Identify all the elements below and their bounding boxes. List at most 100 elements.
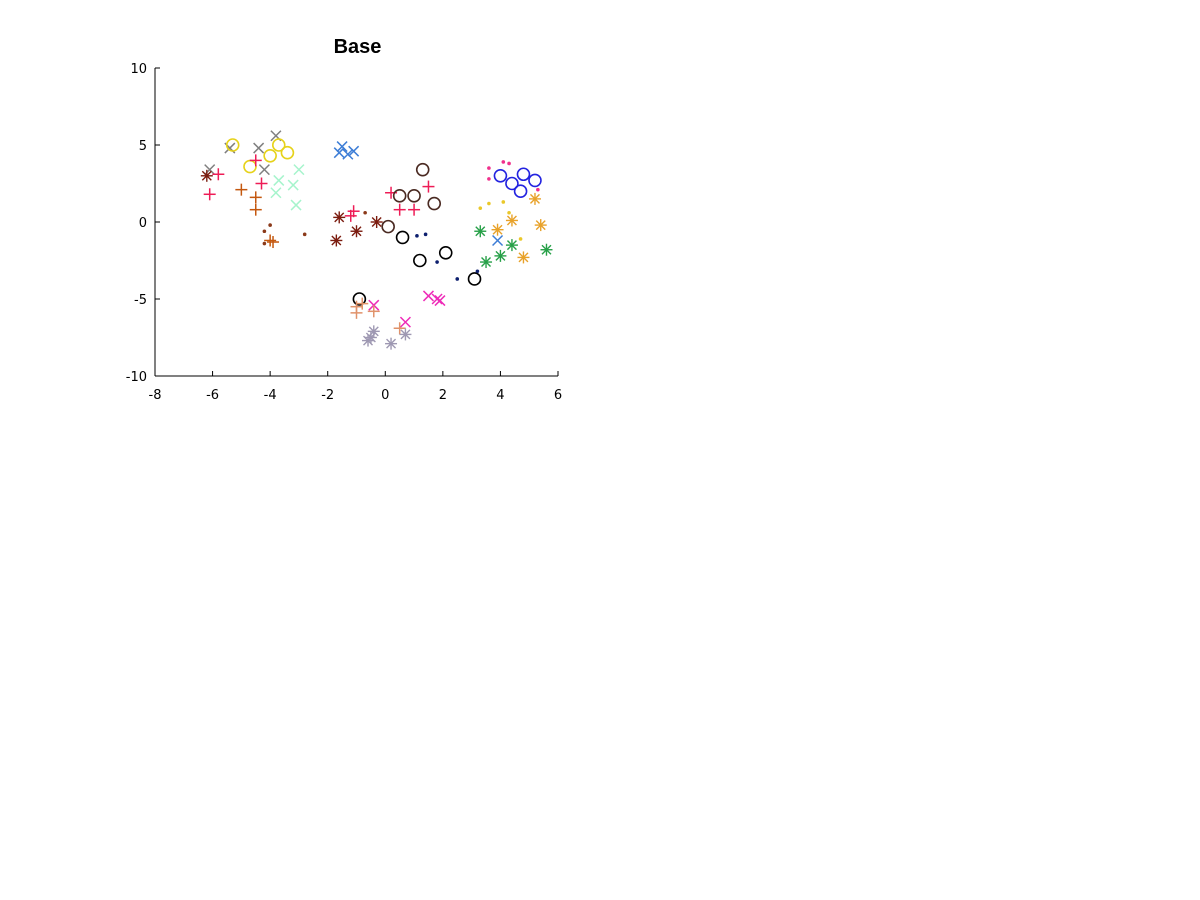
data-point-circle [427, 196, 442, 211]
y-tick-label: 10 [130, 62, 147, 77]
data-point-star [534, 219, 547, 232]
data-point-plus [203, 188, 216, 201]
data-point-star [385, 337, 398, 350]
data-point-plus [264, 234, 277, 247]
data-point-circle [392, 189, 407, 203]
data-point-star [474, 225, 487, 238]
data-point-circle [467, 272, 482, 286]
data-point-circle [505, 176, 519, 191]
data-point-plus [347, 205, 360, 218]
data-point-star [540, 243, 553, 256]
data-point-circle [493, 169, 508, 183]
data-point-dot [487, 201, 491, 206]
data-point-dot [268, 223, 272, 227]
data-point-plus [249, 203, 262, 216]
data-point-dot [507, 161, 511, 166]
data-point-x [431, 293, 443, 305]
data-point-plus [408, 203, 421, 216]
data-point-dot [478, 206, 483, 210]
data-point-star [505, 214, 518, 227]
data-point-dot [262, 229, 267, 234]
data-point-plus [249, 154, 262, 167]
data-point-star [399, 328, 412, 341]
data-point-x [293, 164, 305, 176]
data-point-x [333, 147, 345, 159]
data-point-circle [271, 138, 286, 152]
data-point-plus [422, 180, 435, 193]
data-point-star [494, 249, 507, 262]
data-point-dot [455, 277, 460, 281]
data-point-x [287, 179, 299, 191]
data-point-star [330, 234, 343, 247]
data-point-x [492, 234, 504, 247]
data-points [200, 130, 553, 350]
data-point-x [434, 295, 446, 307]
data-point-x [336, 141, 348, 153]
data-point-x [422, 290, 434, 302]
data-point-plus [350, 306, 363, 319]
x-tick-label: -2 [321, 388, 334, 403]
data-point-circle [225, 138, 240, 152]
data-point-star [491, 223, 504, 236]
data-point-star [200, 169, 213, 182]
y-tick-label: 5 [139, 139, 147, 154]
data-point-dot [536, 187, 540, 192]
data-point-star [333, 211, 346, 224]
data-point-circle [438, 246, 453, 260]
data-point-circle [280, 145, 295, 160]
data-point-circle [243, 159, 257, 174]
data-point-circle [352, 292, 367, 306]
data-point-dot [475, 269, 480, 274]
data-point-star [370, 216, 383, 228]
data-point-dot [501, 200, 506, 204]
data-point-x [399, 316, 411, 328]
chart-title: Base [333, 36, 382, 58]
x-tick-label: -4 [264, 388, 277, 403]
data-point-plus [255, 177, 268, 190]
data-point-circle [415, 162, 430, 177]
x-tick-label: -8 [149, 388, 162, 403]
x-tick-label: 2 [439, 388, 447, 403]
y-tick-label: -10 [126, 370, 147, 385]
y-tick-label: -5 [134, 293, 147, 308]
data-point-x [258, 164, 270, 176]
data-point-circle [516, 167, 531, 182]
data-point-x [368, 299, 380, 311]
data-point-plus [393, 322, 406, 335]
data-point-dot [487, 166, 491, 170]
data-point-circle [413, 253, 427, 268]
data-point-star [528, 192, 541, 205]
data-point-star [367, 325, 380, 338]
data-point-dot [363, 210, 367, 215]
data-point-dot [501, 160, 506, 164]
y-tick-label: 0 [139, 216, 147, 231]
data-point-plus [356, 297, 369, 310]
data-point-circle [528, 173, 542, 188]
data-point-dot [302, 232, 307, 237]
x-tick-label: 6 [554, 388, 562, 403]
data-point-dot [487, 177, 491, 181]
data-point-plus [393, 203, 406, 216]
data-point-dot [435, 260, 439, 264]
data-point-x [342, 148, 354, 160]
x-tick-label: 0 [381, 388, 389, 403]
data-point-circle [407, 189, 421, 203]
data-point-x [348, 145, 360, 157]
axes: -8 -6 -4 -2 0 2 4 6 -10 -5 0 5 10 [126, 62, 562, 403]
data-point-plus [367, 305, 380, 318]
data-point-plus [235, 183, 248, 196]
data-point-plus [249, 191, 262, 204]
x-tick-label: 4 [496, 388, 504, 403]
data-point-plus [267, 236, 280, 249]
data-point-circle [263, 148, 277, 163]
data-point-star [350, 225, 363, 238]
data-point-dot [507, 210, 511, 215]
data-point-dot [518, 237, 523, 241]
data-point-x [273, 174, 285, 186]
data-point-x [290, 199, 302, 211]
data-point-dot [415, 234, 419, 238]
data-point-star [480, 256, 493, 269]
data-point-circle [395, 230, 410, 245]
